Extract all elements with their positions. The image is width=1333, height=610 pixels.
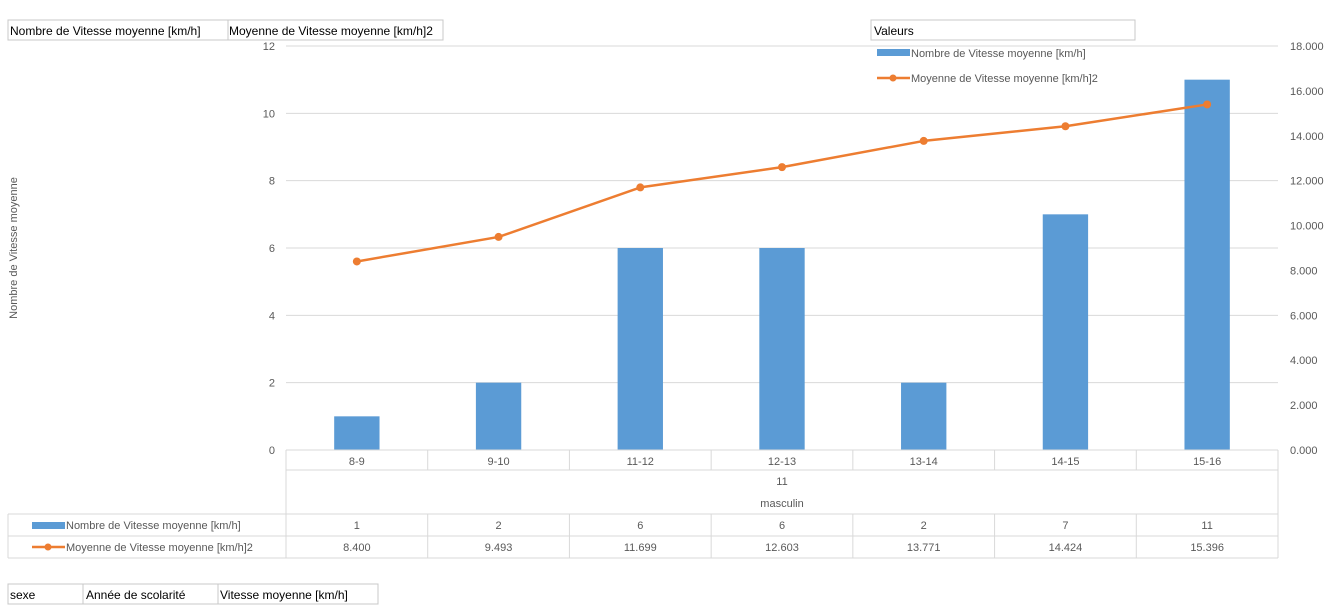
- left-tick-label: 8: [269, 176, 275, 188]
- category-label: 12-13: [768, 456, 796, 468]
- left-axis-ticks: 0 2 4 6 8 10 12: [263, 41, 275, 457]
- table-value: 12.603: [765, 542, 799, 554]
- right-tick-label: 2.000: [1290, 400, 1318, 412]
- category-label: 9-10: [488, 456, 510, 468]
- left-tick-label: 10: [263, 108, 275, 120]
- y-axis-title: Nombre de Vitesse moyenne: [8, 177, 20, 319]
- category-label: 15-16: [1193, 456, 1221, 468]
- right-tick-label: 4.000: [1290, 355, 1318, 367]
- data-field-label-count: Nombre de Vitesse moyenne [km/h]: [10, 24, 201, 38]
- bar: [1042, 214, 1089, 450]
- category-group-label: masculin: [760, 498, 803, 510]
- line-point: [1061, 122, 1070, 131]
- line-series: [352, 100, 1212, 266]
- legend-field-button[interactable]: [870, 19, 1136, 41]
- bar: [617, 248, 663, 450]
- row-field-label-annee: Année de scolarité: [86, 588, 186, 602]
- table-value: 13.771: [907, 542, 941, 554]
- table-value: 15.396: [1190, 542, 1224, 554]
- left-tick-label: 2: [269, 378, 275, 390]
- category-label: 14-15: [1051, 456, 1079, 468]
- legend-label-count: Nombre de Vitesse moyenne [km/h]: [911, 48, 1086, 60]
- table-value: 2: [921, 520, 927, 532]
- bar: [1184, 79, 1230, 451]
- pivot-data-field-buttons: Nombre de Vitesse moyenne [km/h] Moyenne…: [7, 19, 444, 41]
- table-value: 6: [779, 520, 785, 532]
- table-value: 9.493: [485, 542, 513, 554]
- left-tick-label: 4: [269, 310, 275, 322]
- category-label: 13-14: [910, 456, 938, 468]
- table-series-name: Moyenne de Vitesse moyenne [km/h]2: [66, 542, 253, 554]
- line-point: [352, 257, 361, 266]
- line-point: [778, 163, 786, 172]
- table-value: 1: [354, 520, 360, 532]
- right-tick-label: 0.000: [1290, 445, 1318, 457]
- table-value: 11: [1201, 520, 1212, 532]
- data-table: 8-9 9-10 11-12 12-13 13-14 14-15 15-16 11 mascul…: [7, 449, 1279, 559]
- bar: [475, 382, 522, 450]
- pivot-row-field-buttons: sexe Année de scolarité Vitesse moyenne …: [7, 583, 379, 605]
- legend-swatch-average-marker: [889, 74, 897, 82]
- table-value: 11.699: [624, 542, 657, 554]
- table-value: 14.424: [1049, 542, 1083, 554]
- right-tick-label: 12.000: [1290, 176, 1324, 188]
- line-point: [494, 232, 503, 241]
- data-field-button-average[interactable]: [227, 19, 444, 41]
- table-value: 6: [637, 520, 643, 532]
- row-field-label-vitesse: Vitesse moyenne [km/h]: [220, 588, 348, 602]
- table-value: 8.400: [343, 542, 371, 554]
- left-tick-label: 6: [269, 243, 275, 255]
- right-tick-label: 16.000: [1290, 86, 1324, 98]
- bar: [901, 382, 947, 450]
- right-tick-label: 14.000: [1290, 131, 1324, 143]
- right-tick-label: 8.000: [1290, 265, 1318, 277]
- left-tick-label: 12: [263, 41, 275, 53]
- right-tick-label: 10.000: [1290, 221, 1324, 233]
- left-tick-label: 0: [269, 445, 275, 457]
- bar-series: [334, 79, 1230, 451]
- row-field-label-sexe: sexe: [10, 588, 36, 602]
- right-tick-label: 18.000: [1290, 41, 1324, 53]
- legend-field-label: Valeurs: [874, 24, 914, 38]
- legend: Nombre de Vitesse moyenne [km/h] Moyenne…: [877, 48, 1098, 85]
- table-value: 2: [496, 520, 502, 532]
- data-field-label-average: Moyenne de Vitesse moyenne [km/h]2: [229, 24, 433, 38]
- line-point: [919, 136, 928, 145]
- table-value: 7: [1062, 520, 1068, 532]
- line-point: [1203, 100, 1212, 109]
- right-tick-label: 6.000: [1290, 310, 1318, 322]
- category-label: 11-12: [627, 456, 654, 468]
- table-key-swatch: [32, 522, 65, 529]
- table-key-marker: [44, 543, 52, 551]
- line-point: [636, 183, 645, 192]
- row-field-button-vitesse[interactable]: [217, 583, 379, 605]
- table-series-name: Nombre de Vitesse moyenne [km/h]: [66, 520, 241, 532]
- right-axis-ticks: 0.000 2.000 4.000 6.000 8.000 10.000 12.000 14.…: [1290, 41, 1324, 457]
- category-group-label: 11: [776, 476, 787, 488]
- bar: [759, 248, 805, 450]
- legend-swatch-count: [877, 49, 910, 56]
- legend-label-average: Moyenne de Vitesse moyenne [km/h]2: [911, 73, 1098, 85]
- bar: [334, 416, 380, 450]
- category-label: 8-9: [349, 456, 365, 468]
